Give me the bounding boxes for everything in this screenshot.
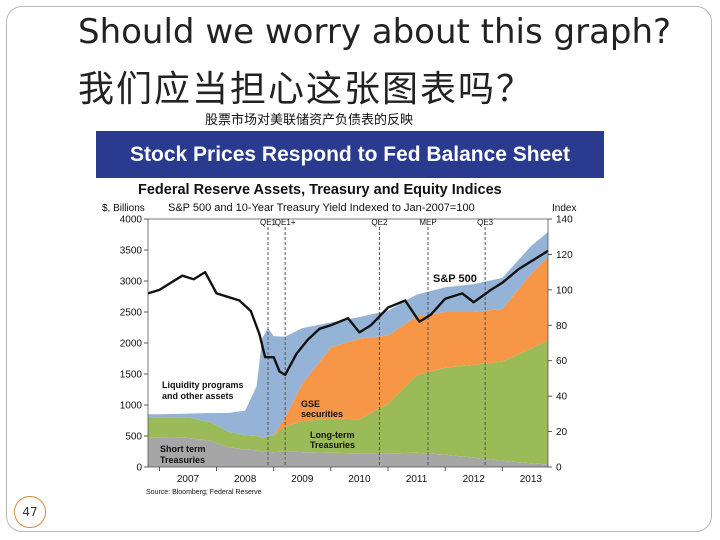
right-tick-label: 60: [556, 356, 568, 367]
stacked-areas: [148, 232, 548, 467]
area-short-term-treasuries: [148, 437, 548, 467]
right-tick-label: 0: [556, 463, 562, 474]
liquidity-label-line2: and other assets: [162, 391, 234, 401]
left-tick-label: 2500: [120, 308, 143, 319]
chart-title: Federal Reserve Assets, Treasury and Equ…: [138, 182, 502, 198]
axes: 0 500 1000 1500 2000 2500 3000 3500 4000 0 20 40 60 8…: [120, 215, 573, 486]
event-label-qe1: QE1: [260, 218, 277, 227]
area-long-term-treasuries: [148, 340, 548, 465]
area-liquidity-programs-and-other-assets: [148, 232, 548, 438]
left-tick-label: 1000: [120, 401, 143, 412]
left-tick-label: 500: [125, 432, 142, 443]
slide-frame: [6, 6, 712, 532]
right-tick-label: 20: [556, 427, 568, 438]
gse-label-line2: securities: [301, 409, 343, 419]
left-tick-label: 3000: [120, 277, 143, 288]
area-gse-securities: [148, 256, 548, 438]
right-axis-unit: Index: [552, 203, 576, 214]
x-tick-label: 2013: [520, 474, 543, 485]
slide-number: 47: [14, 496, 46, 528]
left-tick-label: 2000: [120, 339, 143, 350]
sp500-label: S&P 500: [433, 273, 477, 285]
left-axis-unit: $, Billions: [102, 203, 145, 214]
right-tick-label: 80: [556, 321, 568, 332]
event-label-qe1plus: QE1+: [275, 218, 296, 227]
x-tick-label: 2008: [234, 474, 257, 485]
event-label-qe3: QE3: [477, 218, 494, 227]
gse-label-line1: GSE: [301, 399, 320, 409]
x-tick-label: 2010: [348, 474, 371, 485]
left-tick-label: 3500: [120, 246, 143, 257]
x-tick-label: 2012: [463, 474, 486, 485]
event-label-qe2: QE2: [371, 218, 388, 227]
st-treasuries-label-line1: Short term: [160, 444, 206, 454]
x-tick-label: 2007: [177, 474, 200, 485]
right-tick-label: 140: [556, 215, 573, 226]
sp500-line-group: [147, 249, 549, 377]
chart-banner: Stock Prices Respond to Fed Balance Shee…: [96, 131, 604, 178]
lt-treasuries-label-line1: Long-term: [310, 430, 355, 440]
st-treasuries-label-line2: Treasuries: [160, 455, 205, 465]
x-tick-label: 2009: [291, 474, 314, 485]
slide-subtitle-chinese: 股票市场对美联储资产负债表的反映: [205, 113, 414, 128]
left-tick-label: 4000: [120, 215, 143, 226]
liquidity-label-line1: Liquidity programs: [162, 380, 244, 390]
slide-title-chinese: 我们应当担心这张图表吗？: [78, 69, 535, 110]
event-label-mep: MEP: [419, 218, 436, 227]
slide-title-english: Should we worry about this graph?: [78, 12, 672, 52]
source-note: Source: Bloomberg; Federal Reserve: [146, 489, 262, 496]
x-tick-label: 2011: [406, 474, 428, 485]
left-tick-label: 1500: [120, 370, 143, 381]
chart-container: QE1 QE1+ QE2 MEP QE3 0 500 1000 1500 2000 2500 300…: [96, 126, 604, 500]
right-tick-label: 100: [556, 285, 573, 296]
chart-subtitle: S&P 500 and 10-Year Treasury Yield Index…: [168, 202, 475, 214]
right-tick-label: 120: [556, 250, 573, 261]
left-tick-label: 0: [136, 463, 142, 474]
right-tick-label: 40: [556, 392, 568, 403]
lt-treasuries-label-line2: Treasuries: [310, 440, 355, 450]
sp500-line: [147, 249, 549, 377]
